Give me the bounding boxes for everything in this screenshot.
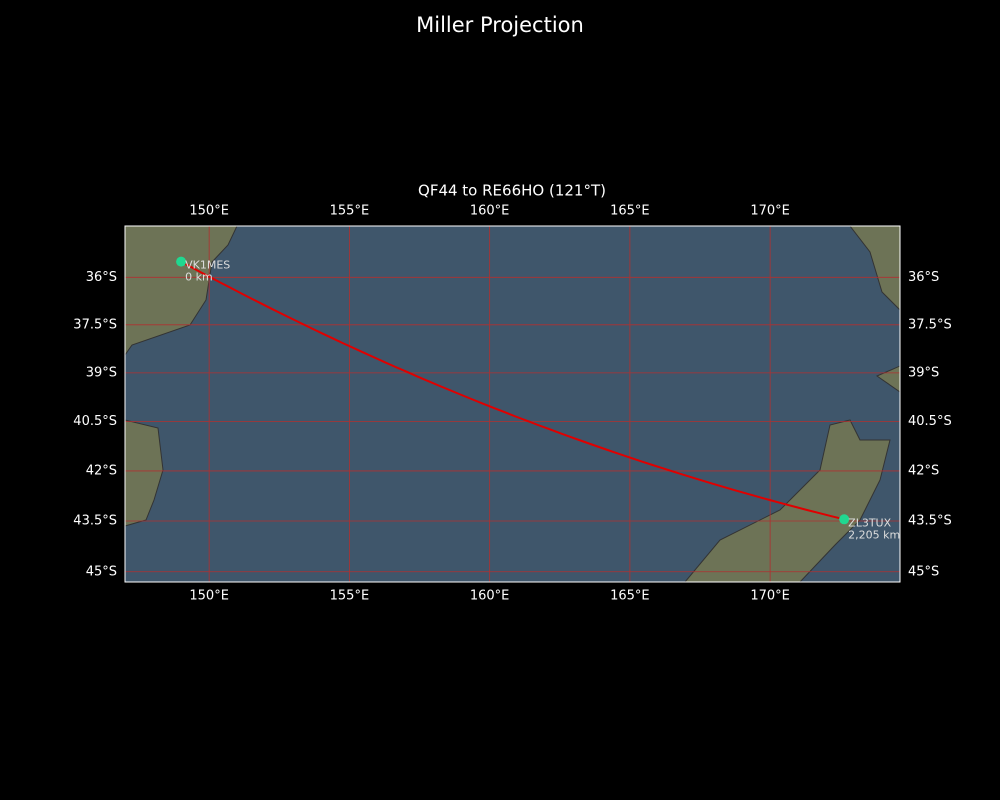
station-marker [176,256,187,267]
map-frame [124,225,901,583]
lon-tick-label: 165°E [610,204,650,219]
lat-tick-label: 39°S [86,365,117,380]
lon-tick-label: 150°E [189,204,229,219]
lat-tick-label: 43.5°S [73,513,117,528]
land-mass [684,419,891,582]
lat-tick-label: 42°S [86,463,117,478]
station-name: ZL3TUX [848,516,891,529]
lat-tick-label: 45°S [86,564,117,579]
lat-tick-label: 36°S [908,270,939,285]
graticule [125,226,900,582]
tick-labels: 150°E 150°E 155°E 155°E 160°E 160°E 165°E 165°E… [73,204,951,604]
station-distance: 0 km [185,271,213,284]
figure-title: Miller Projection [416,13,584,37]
lon-tick-label: 150°E [189,589,229,604]
lat-tick-label: 37.5°S [908,317,952,332]
land-mass [849,226,900,311]
land [125,226,900,582]
lon-tick-label: 170°E [750,204,790,219]
lat-tick-label: 45°S [908,564,939,579]
route-layer [180,260,845,521]
lat-tick-label: 43.5°S [908,513,952,528]
lat-tick-label: 40.5°S [73,414,117,429]
map-subtitle: QF44 to RE66HO (121°T) [418,182,606,200]
map-area [125,226,900,582]
lon-tick-label: 160°E [470,589,510,604]
lat-tick-label: 42°S [908,463,939,478]
great-circle-route [180,260,845,521]
lon-tick-label: 160°E [470,204,510,219]
land-mass [875,365,900,393]
lat-tick-label: 36°S [86,270,117,285]
lon-tick-label: 155°E [330,204,370,219]
lat-tick-label: 40.5°S [908,414,952,429]
lon-tick-label: 170°E [750,589,790,604]
lat-tick-label: 39°S [908,365,939,380]
station-distance: 2,205 km [848,528,900,541]
lon-tick-label: 155°E [330,589,370,604]
land-mass [125,419,164,527]
station-marker [839,514,850,525]
lon-tick-label: 165°E [610,589,650,604]
lat-tick-label: 37.5°S [73,317,117,332]
station-name: VK1MES [185,259,230,272]
